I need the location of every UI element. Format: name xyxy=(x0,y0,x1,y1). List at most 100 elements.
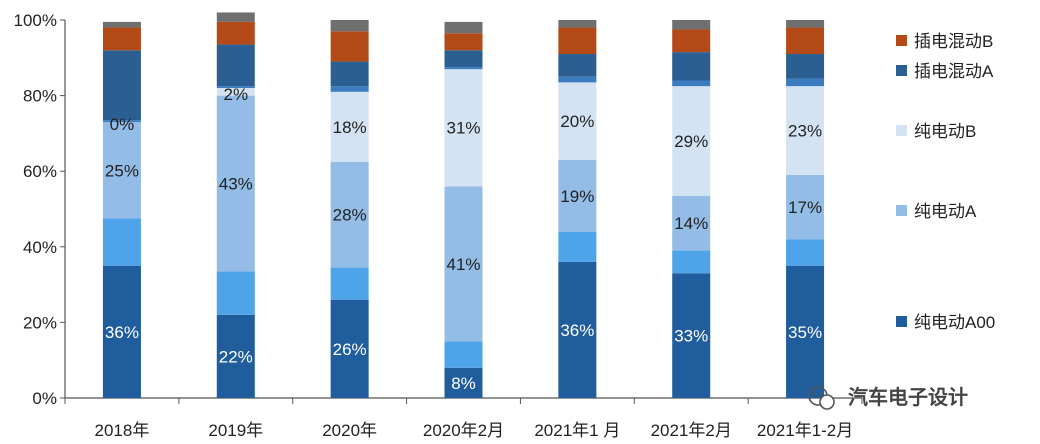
data-label: 36% xyxy=(560,321,594,340)
data-label: 22% xyxy=(219,347,253,366)
bar-segment-bev_b xyxy=(558,82,597,160)
bar-segment-bev_b xyxy=(216,88,255,96)
bar-segment-phev_a xyxy=(558,54,597,77)
data-label: 43% xyxy=(219,174,253,193)
watermark: 汽车电子设计 xyxy=(808,385,968,410)
bar-segment-phev_a xyxy=(216,44,255,87)
bar-segment-bev_a xyxy=(330,161,369,268)
bar-segment-bev_a xyxy=(216,95,255,272)
bar-segment-bev_a xyxy=(444,186,483,342)
legend: 插电混动B 插电混动A 纯电动B 纯电动A 纯电动A00 xyxy=(896,32,995,332)
bar-segment-phev_a xyxy=(102,50,141,121)
bar-segment-bev_a00 xyxy=(558,261,597,398)
legend-swatch xyxy=(896,35,907,46)
legend-label: 纯电动B xyxy=(914,122,976,141)
bar-segment-phev_b xyxy=(216,21,255,45)
data-label: 25% xyxy=(105,161,139,180)
data-label: 2% xyxy=(223,85,248,104)
data-label: 19% xyxy=(560,187,594,206)
axes: 0% 20% 40% 60% 80% 100% 2018年 2019年 2020年 2020年2月… xyxy=(14,11,863,440)
data-label: 26% xyxy=(333,340,367,359)
data-label: 28% xyxy=(333,206,367,225)
bar-segment-other xyxy=(330,20,369,32)
bar-segment-phev_b xyxy=(444,33,483,51)
watermark-text: 汽车电子设计 xyxy=(848,385,968,409)
bar-segment-other xyxy=(102,21,141,28)
bar-segment-bev_a xyxy=(558,159,597,232)
x-tick-label: 2021年1-2月 xyxy=(757,421,853,440)
bar-segment-bev_c xyxy=(330,86,369,92)
bar-segment-bev_c xyxy=(558,76,597,83)
bar-segment-other xyxy=(216,12,255,22)
y-tick-label: 80% xyxy=(23,87,57,106)
bar-segment-other xyxy=(444,21,483,34)
bar-segment-phev_b xyxy=(330,31,369,62)
bar-segment-bev_a xyxy=(102,122,141,219)
bar-segment-bev_b xyxy=(672,86,711,196)
x-tick-label: 2019年 xyxy=(208,421,263,440)
bar-segment-phev_a xyxy=(444,50,483,68)
y-tick-label: 60% xyxy=(23,162,57,181)
legend-swatch xyxy=(896,125,907,136)
bar-segment-bev_c xyxy=(672,80,711,87)
bar-segment-bev_a00 xyxy=(216,314,255,398)
bar-segment-bev_b xyxy=(444,69,483,187)
x-tick-label: 2021年1 月 xyxy=(534,421,620,440)
bar-segment-bev_c xyxy=(216,86,255,89)
x-tick-label: 2020年 xyxy=(322,421,377,440)
legend-label: 插电混动B xyxy=(914,32,993,51)
bar-segment-bev_a00 xyxy=(444,367,483,398)
bar-segment-bev_b xyxy=(786,86,825,175)
bar-segment-bev_b xyxy=(330,91,369,162)
bar-segment-other xyxy=(672,20,711,30)
bar-segment-bev_c xyxy=(102,120,141,123)
bar-segment-phev_a xyxy=(330,61,369,87)
bar-segment-bev_a00 xyxy=(102,265,141,398)
data-label: 0% xyxy=(110,115,135,134)
bar-segment-bev_a0 xyxy=(216,271,255,315)
y-tick-label: 40% xyxy=(23,238,57,257)
bar-segment-phev_a xyxy=(672,52,711,81)
x-tick-label: 2021年2月 xyxy=(651,421,732,440)
bar-segment-phev_b xyxy=(786,27,825,55)
bar-segment-phev_a xyxy=(786,54,825,79)
bar-segment-bev_a0 xyxy=(786,239,825,266)
data-label: 35% xyxy=(788,323,822,342)
segment-labels: 36% 22% 26% 8% 36% 33% 35% 25% 43% 28% 41% 19% 14% 17… xyxy=(105,85,822,393)
data-label: 18% xyxy=(333,118,367,137)
bar-segment-phev_b xyxy=(102,27,141,51)
bar-segment-bev_a0 xyxy=(558,231,597,262)
bar-segment-bev_a0 xyxy=(102,218,141,266)
bar-segment-bev_a0 xyxy=(330,267,369,300)
wechat-icon xyxy=(808,386,835,410)
data-label: 31% xyxy=(446,119,480,138)
x-tick-label: 2020年2月 xyxy=(423,421,504,440)
y-tick-label: 20% xyxy=(23,313,57,332)
bar-segment-bev_a xyxy=(672,195,711,251)
data-label: 29% xyxy=(674,132,708,151)
legend-label: 纯电动A xyxy=(914,202,977,221)
bar-segment-phev_b xyxy=(672,29,711,53)
bar-segment-other xyxy=(558,20,597,28)
data-label: 33% xyxy=(674,327,708,346)
bar-segment-phev_b xyxy=(558,27,597,55)
legend-swatch xyxy=(896,205,907,216)
data-label: 17% xyxy=(788,198,822,217)
data-label: 14% xyxy=(674,214,708,233)
x-tick-label: 2018年 xyxy=(95,421,150,440)
data-label: 41% xyxy=(446,255,480,274)
bar-segment-bev_a00 xyxy=(786,265,825,398)
legend-swatch xyxy=(896,65,907,76)
legend-label: 纯电动A00 xyxy=(914,313,995,332)
bar-segment-bev_a00 xyxy=(330,299,369,398)
bar-segment-bev_a xyxy=(786,174,825,240)
bar-segment-bev_a00 xyxy=(672,273,711,398)
bar-segment-other xyxy=(786,20,825,28)
bar-segment-bev_a0 xyxy=(444,341,483,368)
data-label: 20% xyxy=(560,112,594,131)
y-tick-label: 100% xyxy=(14,11,57,30)
bar-segment-bev_c xyxy=(444,67,483,70)
y-tick-label: 0% xyxy=(32,389,57,408)
data-label: 23% xyxy=(788,122,822,141)
